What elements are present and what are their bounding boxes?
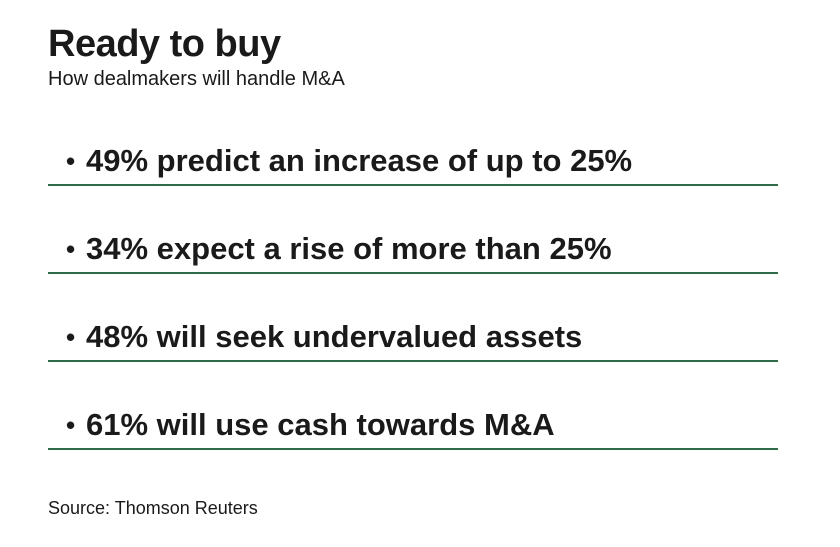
stat-item: • 49% predict an increase of up to 25% <box>48 138 778 186</box>
bullet-icon: • <box>66 146 76 176</box>
stat-text: 48% will seek undervalued assets <box>86 319 583 354</box>
stat-item: • 48% will seek undervalued assets <box>48 314 778 362</box>
bullet-icon: • <box>66 234 76 264</box>
bullet-icon: • <box>66 410 76 440</box>
bullet-icon: • <box>66 322 76 352</box>
stat-item: • 34% expect a rise of more than 25% <box>48 226 778 274</box>
stat-text: 49% predict an increase of up to 25% <box>86 143 633 178</box>
stat-list: • 49% predict an increase of up to 25% •… <box>48 138 778 490</box>
stat-text: 34% expect a rise of more than 25% <box>86 231 612 266</box>
page-subtitle: How dealmakers will handle M&A <box>48 68 345 90</box>
stat-item: • 61% will use cash towards M&A <box>48 402 778 450</box>
source-note: Source: Thomson Reuters <box>48 498 258 518</box>
page-title: Ready to buy <box>48 23 281 65</box>
stat-text: 61% will use cash towards M&A <box>86 407 555 442</box>
